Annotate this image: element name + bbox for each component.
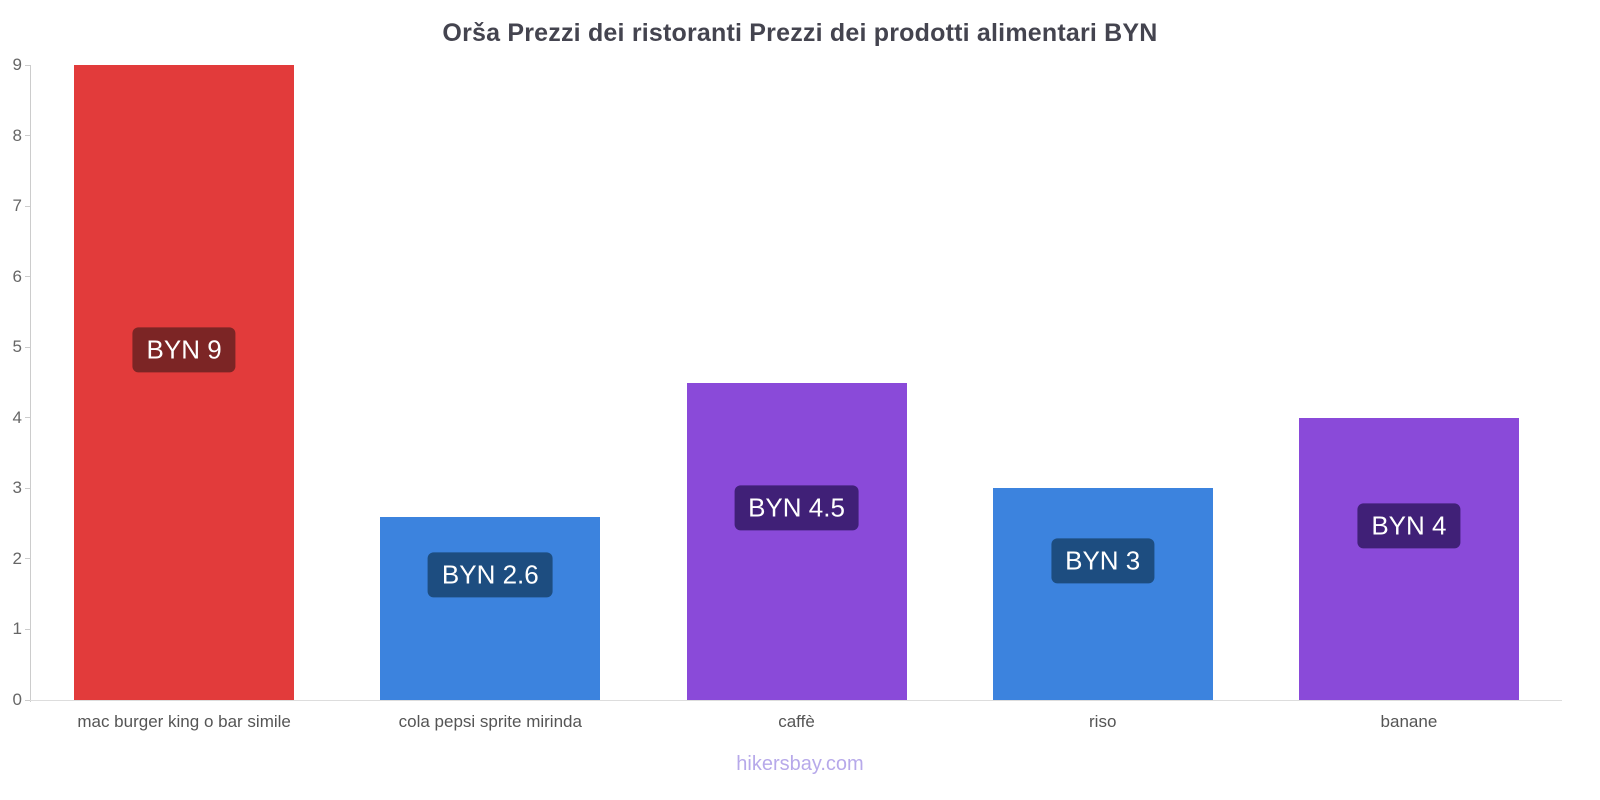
bar-value-label: BYN 3 [1051, 538, 1155, 584]
bar-group: BYN 2.6 [337, 65, 643, 700]
bar-value-label: BYN 2.6 [427, 552, 553, 598]
bar-group: BYN 4.5 [643, 65, 949, 700]
bars: BYN 9 BYN 2.6 BYN 4.5 BYN 3 BYN 4 [31, 65, 1562, 700]
x-axis-labels: mac burger king o bar simile cola pepsi s… [31, 712, 1562, 732]
y-tick-label: 6 [12, 266, 22, 286]
bar-group: BYN 3 [950, 65, 1256, 700]
bar-group: BYN 9 [31, 65, 337, 700]
y-tick-mark [25, 628, 30, 630]
x-axis-category-label: riso [1089, 712, 1117, 731]
bar-3: BYN 4.5 [686, 382, 907, 700]
y-tick-mark [25, 558, 30, 560]
chart-title: Orša Prezzi dei ristoranti Prezzi dei pr… [442, 19, 1158, 47]
x-axis-category-label: mac burger king o bar simile [77, 712, 291, 731]
watermark: hikersbay.com [736, 753, 864, 775]
y-tick-label: 4 [12, 407, 22, 427]
y-tick-mark [25, 135, 30, 137]
bar-value-label: BYN 4 [1357, 503, 1461, 549]
bar-group: BYN 4 [1256, 65, 1562, 700]
x-axis-category-label: banane [1380, 712, 1438, 731]
y-tick-mark [25, 205, 30, 207]
y-tick-label: 9 [12, 55, 22, 74]
y-tick-label: 0 [12, 690, 22, 709]
x-axis-category-label: cola pepsi sprite mirinda [398, 712, 582, 731]
y-axis-line [30, 65, 31, 702]
y-tick-mark [25, 487, 30, 489]
y-tick-label: 3 [12, 478, 22, 498]
y-tick-label: 7 [12, 196, 22, 216]
y-tick-mark [25, 699, 30, 701]
bar-1: BYN 9 [74, 65, 295, 700]
y-tick-label: 5 [12, 337, 22, 357]
y-tick-mark [25, 276, 30, 278]
bar-5: BYN 4 [1298, 417, 1519, 700]
bar-value-label: BYN 4.5 [734, 485, 859, 531]
x-axis-line [30, 700, 1562, 701]
bar-chart: 0 1 2 3 4 5 6 7 8 9 BYN 9 BYN 2.6 BYN 4.5 BYN 3 BYN 4 [0, 55, 1600, 709]
y-tick-label: 8 [12, 125, 22, 145]
y-tick-label: 1 [12, 619, 22, 639]
bar-2: BYN 2.6 [380, 516, 601, 700]
y-tick-mark [25, 64, 30, 66]
y-tick-label: 2 [12, 548, 22, 568]
y-axis: 0 1 2 3 4 5 6 7 8 9 [0, 55, 30, 709]
y-tick-mark [25, 417, 30, 419]
bar-value-label: BYN 9 [132, 326, 236, 373]
bar-4: BYN 3 [992, 488, 1213, 700]
x-axis-category-label: caffè [778, 712, 815, 731]
y-tick-mark [25, 346, 30, 348]
